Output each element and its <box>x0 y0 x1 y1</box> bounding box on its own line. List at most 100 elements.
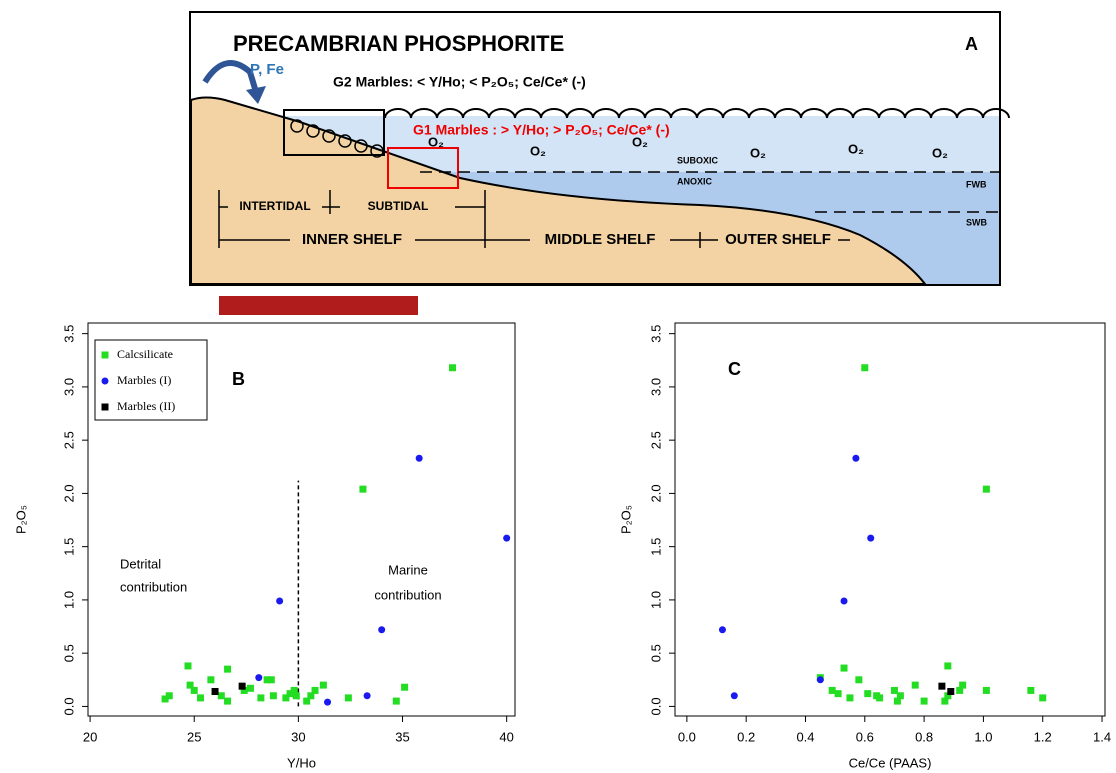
point <box>1039 694 1047 702</box>
point <box>911 681 919 689</box>
annotation: Detrital <box>120 556 161 571</box>
x-tick-label: 0.0 <box>678 729 696 744</box>
point <box>730 692 738 700</box>
point <box>944 662 952 670</box>
x-tick-label: 1.2 <box>1034 729 1052 744</box>
plot-frame <box>87 322 516 717</box>
y-tick-label: 1.0 <box>648 591 663 609</box>
point <box>816 676 824 684</box>
y-tick-label: 0.0 <box>61 697 76 715</box>
point <box>920 697 928 705</box>
point <box>184 662 192 670</box>
y-tick-label: 3.5 <box>61 325 76 343</box>
anoxic-label: ANOXIC <box>677 176 713 186</box>
point <box>290 686 298 694</box>
point <box>196 694 204 702</box>
x-tick-label: 20 <box>83 729 97 744</box>
suboxic-label: SUBOXIC <box>677 155 719 165</box>
point <box>359 485 367 493</box>
legend-marker <box>101 351 109 359</box>
legend-label: Marbles (I) <box>117 373 171 387</box>
fwb-label: FWB <box>966 179 987 189</box>
oxygen-label: O₂ <box>428 134 444 149</box>
annotation: contribution <box>120 579 187 594</box>
shelf-label: MIDDLE SHELF <box>545 231 656 248</box>
x-tick-label: 0.2 <box>737 729 755 744</box>
panel-label: C <box>728 359 741 379</box>
point <box>263 676 271 684</box>
point <box>344 694 352 702</box>
flux-arrow <box>202 60 259 93</box>
point <box>867 534 875 542</box>
point <box>286 690 294 698</box>
point <box>718 626 726 634</box>
point <box>855 676 863 684</box>
point <box>217 692 225 700</box>
point <box>890 686 898 694</box>
point <box>255 674 263 682</box>
point <box>861 364 869 372</box>
x-tick-label: 30 <box>291 729 305 744</box>
legend-label: Marbles (II) <box>117 399 175 413</box>
y-tick-label: 1.5 <box>61 538 76 556</box>
point <box>959 681 967 689</box>
point <box>956 686 964 694</box>
y-tick-label: 0.5 <box>648 644 663 662</box>
zone-label: INTERTIDAL <box>239 199 310 213</box>
point <box>392 697 400 705</box>
x-tick-label: 0.8 <box>915 729 933 744</box>
point <box>190 686 198 694</box>
swb-label: SWB <box>966 217 987 227</box>
g2-box <box>283 109 385 156</box>
point <box>864 690 872 698</box>
panel-label: A <box>965 34 978 54</box>
y-tick-label: 3.0 <box>61 378 76 396</box>
point <box>846 694 854 702</box>
point <box>282 694 290 702</box>
point <box>207 676 215 684</box>
annotation: contribution <box>374 587 441 602</box>
point <box>449 364 457 372</box>
point <box>401 683 409 691</box>
point <box>982 485 990 493</box>
y-tick-label: 0.0 <box>648 697 663 715</box>
shelf-label: INNER SHELF <box>302 231 402 248</box>
point <box>828 686 836 694</box>
point <box>834 690 842 698</box>
point <box>303 697 311 705</box>
oxygen-label: O₂ <box>750 145 766 160</box>
point <box>165 692 173 700</box>
y-axis-title: P₂O₅ <box>13 505 28 534</box>
point <box>292 692 300 700</box>
panel-label: B <box>232 369 245 389</box>
legend-label: Calcsilicate <box>117 347 173 361</box>
waves <box>384 108 1010 119</box>
point <box>246 684 254 692</box>
legend-marker <box>101 403 109 411</box>
y-tick-label: 2.5 <box>648 431 663 449</box>
g1-label: G1 Marbles : > Y/Ho; > P₂O₅; Ce/Ce* (-) <box>413 122 670 138</box>
point <box>269 692 277 700</box>
g2-label: G2 Marbles: < Y/Ho; < P₂O₅; Ce/Ce* (-) <box>333 74 586 90</box>
point <box>240 686 248 694</box>
y-tick-label: 3.5 <box>648 325 663 343</box>
point <box>276 597 284 605</box>
point <box>324 698 332 706</box>
y-tick-label: 2.5 <box>61 431 76 449</box>
point <box>415 454 423 462</box>
point <box>947 688 955 696</box>
point <box>186 681 194 689</box>
oxygen-label: O₂ <box>632 134 648 149</box>
g1-box <box>387 147 459 189</box>
point <box>982 686 990 694</box>
x-tick-label: 25 <box>187 729 201 744</box>
point <box>257 694 265 702</box>
y-tick-label: 0.5 <box>61 644 76 662</box>
zone-label: SUBTIDAL <box>368 199 429 213</box>
point <box>941 697 949 705</box>
y-tick-label: 2.0 <box>648 484 663 502</box>
point <box>893 697 901 705</box>
point <box>1027 686 1035 694</box>
point <box>311 686 319 694</box>
point <box>378 626 386 634</box>
